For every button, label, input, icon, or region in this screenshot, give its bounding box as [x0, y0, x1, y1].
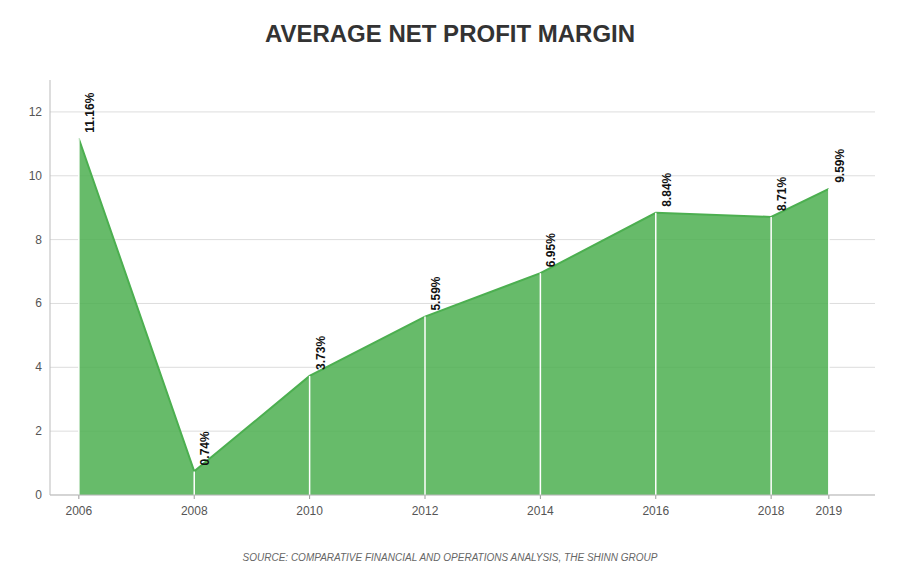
- data-label: 0.74%: [198, 431, 212, 465]
- drop-line: [828, 189, 830, 495]
- drop-line: [78, 139, 80, 495]
- x-tick-label: 2008: [181, 504, 208, 518]
- y-tick-label: 4: [35, 360, 42, 374]
- grid-line: [50, 495, 875, 496]
- chart: AVERAGE NET PROFIT MARGIN 0 2 4 6 8 10 12 2006 20…: [0, 0, 900, 573]
- x-tick-label: 2018: [758, 504, 785, 518]
- grid-line: [50, 175, 875, 176]
- data-label: 9.59%: [833, 149, 847, 183]
- y-tick-label: 6: [35, 296, 42, 310]
- drop-line: [309, 376, 311, 495]
- x-tick: [194, 495, 195, 499]
- title: AVERAGE NET PROFIT MARGIN: [265, 20, 635, 47]
- x-tick: [655, 495, 656, 499]
- axes: 0 2 4 6 8 10 12 2006 2008 2010 2012 2014 2016 2018 201…: [29, 105, 875, 518]
- y-tick-label: 12: [29, 105, 43, 119]
- data-label: 5.59%: [429, 276, 443, 310]
- y-tick-label: 0: [35, 488, 42, 502]
- drop-line: [540, 273, 542, 495]
- data-label: 8.84%: [660, 172, 674, 206]
- x-axis-line: [50, 495, 875, 496]
- x-tick-label: 2012: [412, 504, 439, 518]
- x-tick: [540, 495, 541, 499]
- data-label: 11.16%: [83, 92, 97, 132]
- data-label: 8.71%: [775, 177, 789, 211]
- x-tick-label: 2010: [296, 504, 323, 518]
- y-tick-label: 10: [29, 169, 43, 183]
- y-tick-label: 2: [35, 424, 42, 438]
- x-tick-label: 2006: [65, 504, 92, 518]
- data-labels: 11.16% 0.74% 3.73% 5.59% 6.95% 8.84% 8.71% 9.59…: [83, 92, 847, 465]
- x-tick: [771, 495, 772, 499]
- data-label: 3.73%: [314, 336, 328, 370]
- x-tick: [309, 495, 310, 499]
- y-axis-line: [50, 80, 51, 495]
- line: [79, 139, 829, 472]
- drop-line: [424, 317, 426, 495]
- grid-line: [50, 111, 875, 112]
- x-tick: [78, 495, 79, 499]
- x-tick-label: 2016: [642, 504, 669, 518]
- y-tick-label: 8: [35, 233, 42, 247]
- plot-area: [79, 139, 829, 495]
- drop-line: [655, 213, 657, 495]
- x-tick: [828, 495, 829, 499]
- drop-line: [193, 471, 195, 495]
- x-tick: [425, 495, 426, 499]
- data-label: 6.95%: [544, 233, 558, 267]
- x-tick-label: 2014: [527, 504, 554, 518]
- source-note: SOURCE: COMPARATIVE FINANCIAL AND OPERAT…: [243, 552, 658, 563]
- area: [79, 139, 829, 495]
- x-tick-label: 2019: [815, 504, 842, 518]
- drop-line: [770, 217, 772, 495]
